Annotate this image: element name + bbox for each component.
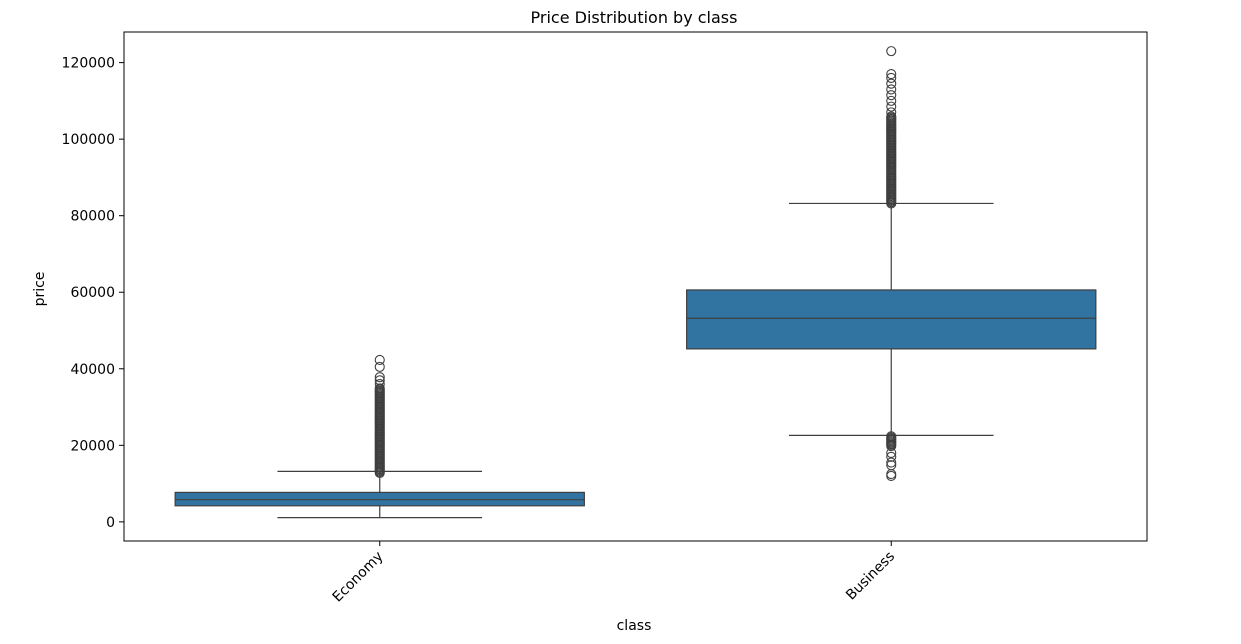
x-axis: Economy Business <box>330 541 898 605</box>
outlier-point <box>374 375 385 386</box>
outlier-point <box>886 111 897 122</box>
outlier-point <box>374 379 385 390</box>
outliers <box>886 46 897 481</box>
x-tick-label: Business <box>843 549 898 604</box>
outlier-point <box>886 46 897 57</box>
y-tick-label: 60000 <box>70 285 115 301</box>
outlier-point <box>886 72 897 83</box>
outlier-point <box>886 84 897 95</box>
y-tick-label: 40000 <box>70 362 115 378</box>
outlier-point <box>886 451 897 462</box>
box-business <box>686 46 1097 481</box>
y-tick-label: 120000 <box>62 56 115 72</box>
y-tick-label: 100000 <box>62 132 115 148</box>
outlier-point <box>886 95 897 106</box>
x-axis-label: class <box>617 618 652 634</box>
outlier-point <box>886 431 897 442</box>
outlier-point <box>886 468 897 480</box>
plot-area <box>174 46 1097 519</box>
outlier-point <box>886 90 897 101</box>
outlier-point <box>374 361 385 372</box>
x-tick-label: Economy <box>330 549 387 606</box>
outlier-point <box>886 457 897 468</box>
outlier-point <box>374 372 385 383</box>
chart-title: Price Distribution by class <box>531 8 738 27</box>
outlier-point <box>886 470 897 481</box>
y-axis-label: price <box>32 272 48 307</box>
iqr-box <box>686 289 1097 350</box>
y-tick-label: 20000 <box>70 438 115 454</box>
outlier-point <box>886 69 897 80</box>
axes-frame <box>123 31 1148 542</box>
outlier-point <box>886 107 897 118</box>
outlier-point <box>886 78 897 89</box>
outlier-point <box>886 447 897 459</box>
outlier-point <box>374 354 385 366</box>
box-economy <box>174 354 585 519</box>
y-axis: 0 20000 40000 60000 80000 100000 120000 <box>62 56 124 531</box>
outliers <box>374 354 385 478</box>
y-tick-label: 0 <box>106 515 115 531</box>
outlier-point <box>374 383 385 394</box>
outlier-point <box>886 101 897 112</box>
y-tick-label: 80000 <box>70 209 115 225</box>
